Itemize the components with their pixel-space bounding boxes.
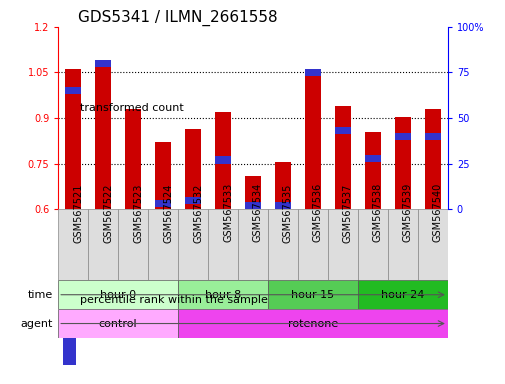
Bar: [244, 202, 261, 209]
Text: GSM567537: GSM567537: [342, 183, 352, 243]
Bar: [394, 133, 410, 140]
Bar: [155, 142, 171, 209]
Bar: [58, 209, 88, 280]
Bar: [65, 87, 81, 94]
Text: GSM567535: GSM567535: [282, 183, 292, 243]
Text: GSM567524: GSM567524: [163, 183, 173, 243]
Bar: [334, 106, 350, 209]
Bar: [95, 62, 111, 209]
Bar: [424, 133, 440, 140]
Bar: [148, 209, 178, 280]
Bar: [63, 38, 76, 173]
Text: GSM567521: GSM567521: [73, 183, 83, 243]
Bar: [387, 209, 417, 280]
Text: GSM567532: GSM567532: [193, 183, 203, 243]
Text: GSM567522: GSM567522: [103, 183, 113, 243]
Bar: [178, 309, 447, 338]
Bar: [178, 209, 208, 280]
Text: GSM567534: GSM567534: [252, 183, 263, 242]
Bar: [274, 202, 291, 209]
Text: rotenone: rotenone: [287, 318, 337, 329]
Bar: [357, 280, 447, 309]
Text: percentile rank within the sample: percentile rank within the sample: [80, 295, 267, 305]
Bar: [58, 309, 178, 338]
Bar: [118, 209, 148, 280]
Bar: [364, 132, 380, 209]
Bar: [184, 197, 201, 204]
Bar: [327, 209, 357, 280]
Text: agent: agent: [21, 318, 53, 329]
Bar: [63, 230, 76, 365]
Bar: [95, 60, 111, 67]
Text: GSM567539: GSM567539: [402, 183, 412, 242]
Text: control: control: [98, 318, 137, 329]
Bar: [357, 209, 387, 280]
Text: hour 15: hour 15: [291, 290, 334, 300]
Bar: [268, 280, 357, 309]
Text: GSM567538: GSM567538: [372, 183, 382, 242]
Text: GDS5341 / ILMN_2661558: GDS5341 / ILMN_2661558: [78, 9, 277, 25]
Text: GSM567540: GSM567540: [432, 183, 442, 242]
Text: transformed count: transformed count: [80, 103, 183, 113]
Bar: [297, 209, 327, 280]
Bar: [178, 280, 268, 309]
Text: hour 8: hour 8: [205, 290, 241, 300]
Bar: [208, 209, 237, 280]
Bar: [237, 209, 268, 280]
Bar: [88, 209, 118, 280]
Bar: [58, 280, 178, 309]
Bar: [214, 156, 231, 164]
Bar: [304, 70, 321, 209]
Bar: [65, 70, 81, 209]
Text: hour 24: hour 24: [380, 290, 424, 300]
Bar: [304, 69, 321, 76]
Bar: [244, 176, 261, 209]
Bar: [125, 109, 141, 209]
Bar: [274, 162, 291, 209]
Bar: [364, 155, 380, 162]
Bar: [424, 109, 440, 209]
Bar: [184, 129, 201, 209]
Text: GSM567523: GSM567523: [133, 183, 143, 243]
Text: hour 0: hour 0: [100, 290, 136, 300]
Bar: [155, 200, 171, 207]
Bar: [417, 209, 447, 280]
Bar: [214, 112, 231, 209]
Text: GSM567536: GSM567536: [312, 183, 322, 242]
Bar: [334, 127, 350, 134]
Text: GSM567533: GSM567533: [223, 183, 233, 242]
Bar: [268, 209, 297, 280]
Text: time: time: [28, 290, 53, 300]
Bar: [394, 117, 410, 209]
